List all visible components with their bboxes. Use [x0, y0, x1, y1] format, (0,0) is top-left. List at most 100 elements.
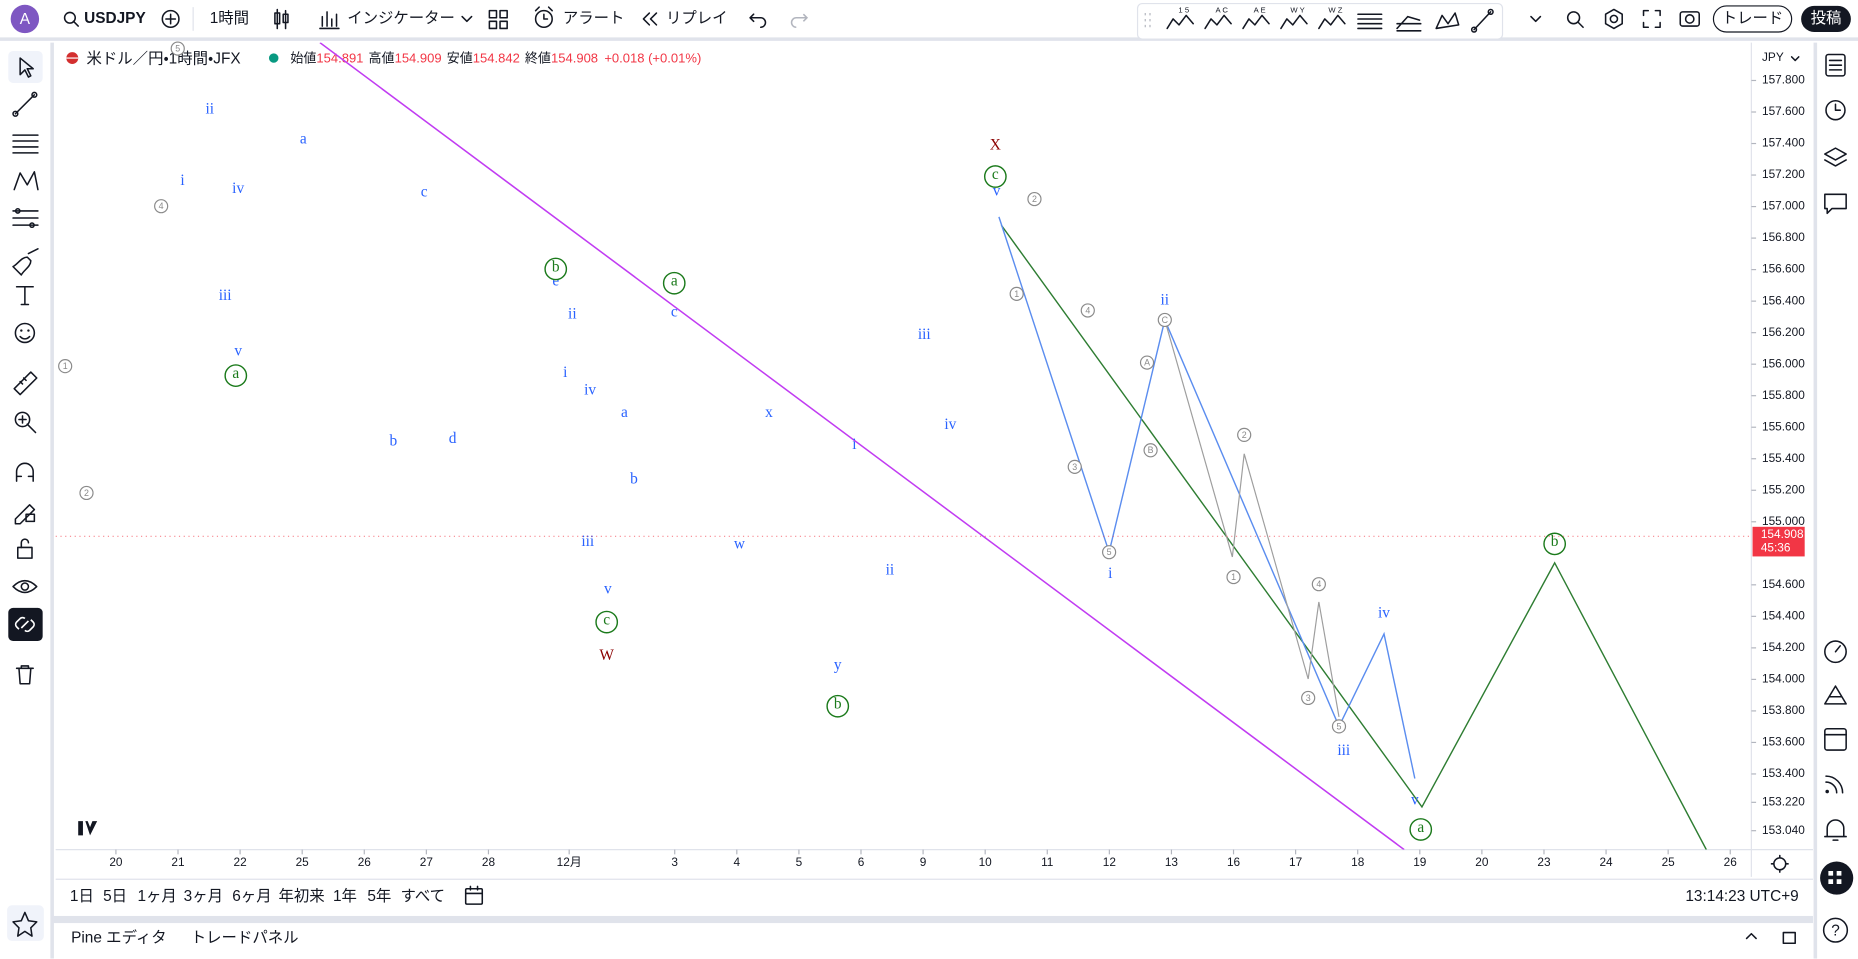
left-toolbar[interactable] — [20, 582, 30, 591]
left-toolbar[interactable] — [12, 134, 39, 154]
panel-controls[interactable] — [1745, 931, 1796, 944]
publish-button[interactable]: 投稿 — [1811, 9, 1842, 27]
range-button[interactable]: 1日 — [70, 888, 94, 905]
left-toolbar[interactable] — [14, 504, 36, 525]
wave-tool-label[interactable]: A E — [1254, 6, 1266, 15]
wave-tool-icon[interactable] — [1242, 14, 1270, 30]
replay-button[interactable] — [642, 12, 658, 26]
layouts-button[interactable] — [499, 20, 508, 30]
range-button[interactable]: 6ヶ月 — [232, 888, 271, 905]
drawing-tools[interactable] — [1473, 11, 1492, 31]
avatar[interactable] — [10, 4, 40, 34]
panel-tab[interactable]: Pine エディタ — [71, 928, 167, 947]
top-right-tools[interactable] — [1609, 14, 1619, 24]
right-sidebar[interactable]: ? — [1770, 53, 1854, 943]
left-toolbar[interactable] — [13, 371, 38, 396]
right-sidebar[interactable] — [1820, 861, 1854, 895]
left-toolbar[interactable] — [19, 335, 31, 340]
left-toolbar[interactable] — [31, 91, 38, 98]
alert-button[interactable] — [534, 6, 553, 20]
drawing-tools[interactable] — [1396, 15, 1422, 32]
drawing-tools[interactable] — [1470, 26, 1478, 33]
right-sidebar[interactable] — [1834, 103, 1841, 111]
symbol-search[interactable] — [72, 20, 79, 27]
top-right-tools[interactable] — [1566, 11, 1581, 25]
left-toolbar[interactable] — [20, 329, 23, 332]
indicators-button[interactable]: インジケーター — [319, 9, 473, 30]
wave-tool-label[interactable]: W Z — [1328, 6, 1342, 15]
alert-button[interactable]: アラート — [563, 10, 625, 27]
range-button[interactable]: すべて — [401, 887, 445, 905]
currency-menu[interactable] — [1790, 56, 1800, 62]
left-toolbar[interactable] — [7, 50, 44, 941]
compare-button[interactable] — [161, 9, 180, 29]
drawing-tools[interactable] — [1357, 8, 1494, 33]
redo-button[interactable] — [790, 13, 809, 29]
undo-button[interactable] — [749, 13, 767, 29]
trade-button[interactable]: トレード — [1722, 10, 1784, 27]
left-toolbar[interactable] — [14, 94, 36, 115]
left-toolbar[interactable] — [12, 911, 38, 937]
range-button[interactable]: 年初来 — [278, 887, 324, 905]
left-toolbar[interactable] — [29, 222, 35, 229]
interval-button[interactable]: 1時間 — [210, 9, 249, 27]
left-toolbar[interactable] — [27, 329, 30, 332]
drawing-tools[interactable] — [1487, 8, 1494, 15]
wave-tool-label[interactable]: 1 5 — [1178, 6, 1189, 15]
range-button[interactable]: 5年 — [367, 887, 391, 905]
top-right-tools[interactable] — [1642, 9, 1661, 29]
top-right-tools[interactable] — [1530, 15, 1542, 23]
alert-button[interactable] — [534, 9, 553, 29]
top-right-tools[interactable] — [1530, 8, 1700, 30]
indicators-button[interactable] — [461, 15, 473, 23]
avatar[interactable]: A — [10, 4, 40, 34]
alert-button[interactable]: アラート — [534, 6, 625, 29]
drawing-tools[interactable] — [1435, 12, 1460, 30]
right-sidebar[interactable] — [1824, 193, 1847, 215]
currency[interactable]: JPY — [1762, 50, 1784, 64]
top-right-tools[interactable] — [1684, 14, 1695, 24]
right-sidebar[interactable] — [1824, 727, 1847, 751]
compare-button[interactable] — [161, 9, 180, 29]
wave-tool-icon[interactable] — [1166, 14, 1195, 30]
wave-tool-label[interactable]: W Y — [1290, 6, 1304, 15]
left-toolbar[interactable] — [17, 546, 33, 559]
top-right-tools[interactable] — [1604, 8, 1623, 30]
indicators-button[interactable] — [319, 11, 340, 30]
range-button[interactable]: 1年 — [333, 887, 357, 905]
range-button[interactable]: 5日 — [103, 888, 127, 905]
left-toolbar[interactable] — [15, 665, 34, 685]
left-toolbar[interactable] — [20, 538, 30, 549]
right-sidebar[interactable]: ? — [1831, 922, 1840, 939]
chart-type-button[interactable] — [274, 8, 289, 30]
panel-tab[interactable]: トレードパネル — [191, 930, 299, 947]
drawing-tools[interactable] — [1357, 13, 1383, 30]
symbol-search[interactable]: USDJPY — [84, 10, 146, 27]
left-toolbar[interactable] — [14, 322, 36, 344]
right-sidebar[interactable] — [1825, 99, 1846, 121]
range-button[interactable]: 3ヶ月 — [184, 888, 223, 905]
left-toolbar[interactable] — [12, 110, 19, 117]
top-right-tools[interactable] — [1577, 21, 1584, 29]
layouts-button[interactable] — [488, 9, 508, 30]
panel-controls[interactable] — [1745, 931, 1796, 944]
layouts-button[interactable] — [488, 20, 498, 30]
left-toolbar[interactable] — [13, 171, 39, 191]
right-sidebar[interactable] — [1824, 685, 1847, 705]
symbol-search[interactable]: USDJPY — [63, 10, 147, 27]
date-range-button[interactable] — [464, 885, 484, 905]
redo-button[interactable] — [790, 13, 809, 29]
date-range-button[interactable] — [464, 885, 484, 895]
layouts-button[interactable] — [488, 9, 498, 19]
trade-button[interactable]: トレード — [1712, 5, 1793, 33]
left-toolbar[interactable] — [12, 248, 39, 276]
date-range-button[interactable] — [464, 887, 484, 905]
left-toolbar[interactable] — [14, 208, 21, 214]
avatar[interactable]: A — [20, 11, 31, 28]
right-sidebar[interactable] — [1828, 870, 1845, 884]
chart-type-button[interactable] — [274, 8, 289, 30]
publish-button[interactable] — [1801, 5, 1851, 32]
right-sidebar[interactable] — [1825, 53, 1846, 77]
replay-button[interactable]: リプレイ — [642, 9, 728, 27]
trade-button[interactable] — [1712, 5, 1793, 33]
